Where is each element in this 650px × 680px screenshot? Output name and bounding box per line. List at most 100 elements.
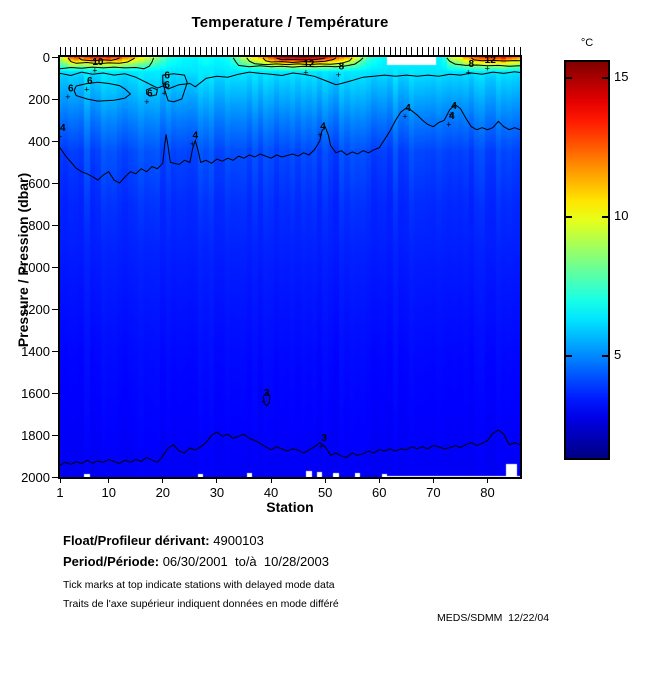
x-tick	[270, 477, 272, 483]
x-tick	[162, 477, 164, 483]
y-tick	[52, 140, 58, 142]
x-axis-label: Station	[266, 499, 314, 515]
x-tick	[108, 477, 110, 483]
y-tick	[52, 98, 58, 100]
delayed-mode-tick	[102, 47, 104, 55]
x-tick-label: 50	[317, 485, 333, 500]
y-tick	[52, 224, 58, 226]
delayed-mode-tick	[221, 47, 223, 55]
note-english: Tick marks at top indicate stations with…	[63, 579, 335, 591]
isotherm-surface	[232, 57, 364, 68]
x-tick-label: 70	[426, 485, 441, 500]
delayed-mode-tick	[189, 47, 191, 55]
contour-label: 4	[60, 123, 66, 134]
isotherm-6-loop	[162, 73, 188, 103]
delayed-mode-tick	[346, 47, 348, 55]
y-axis-label: Pressure / Pression (dbar)	[15, 172, 31, 348]
delayed-mode-tick	[324, 47, 326, 55]
delayed-mode-tick	[211, 47, 213, 55]
y-tick-label: 1000	[21, 260, 50, 275]
delayed-mode-tick	[286, 47, 288, 55]
delayed-mode-tick	[519, 47, 521, 55]
x-tick-label: 80	[480, 485, 495, 500]
x-tick-label: 60	[372, 485, 387, 500]
delayed-mode-tick	[405, 47, 407, 55]
colorbar	[564, 60, 610, 460]
delayed-mode-tick	[367, 47, 369, 55]
delayed-mode-tick	[432, 47, 434, 55]
delayed-mode-tick	[470, 47, 472, 55]
delayed-mode-tick	[373, 47, 375, 55]
colorbar-tick	[602, 355, 608, 358]
isotherm-surface	[470, 57, 520, 62]
contour-label-marker: +	[317, 130, 322, 140]
y-tick-label: 1200	[21, 302, 50, 317]
contour-label: 3	[321, 433, 327, 444]
delayed-mode-tick	[167, 47, 169, 55]
colorbar-tick	[602, 216, 608, 219]
contour-label-marker: +	[446, 119, 451, 129]
delayed-mode-tick	[259, 47, 261, 55]
x-tick	[324, 477, 326, 483]
contour-label: 6	[87, 76, 93, 87]
contour-label-marker: +	[448, 110, 453, 120]
chart-title: Temperature / Température	[191, 14, 389, 31]
delayed-mode-tick	[238, 47, 240, 55]
delayed-mode-tick	[248, 47, 250, 55]
delayed-mode-tick	[503, 47, 505, 55]
period-label: Period/Période:	[63, 554, 160, 569]
delayed-mode-tick	[422, 47, 424, 55]
y-tick-label: 1600	[21, 386, 50, 401]
x-tick	[432, 477, 434, 483]
delayed-mode-tick	[243, 47, 245, 55]
temperature-heatmap	[60, 57, 520, 477]
delayed-mode-tick	[124, 47, 126, 55]
y-tick-label: 0	[42, 50, 50, 65]
delayed-mode-tick	[146, 47, 148, 55]
colorbar-unit-label: °C	[580, 37, 594, 49]
x-tick-label: 40	[263, 485, 279, 500]
delayed-mode-tick	[135, 47, 137, 55]
contour-label-marker: +	[485, 64, 490, 74]
contour-label: 10	[92, 57, 104, 68]
y-tick	[52, 266, 58, 268]
colorbar-tick-label: 5	[614, 347, 622, 363]
note-french: Traits de l'axe supérieur indiquent donn…	[63, 598, 339, 610]
isotherm-6-loop	[73, 81, 132, 102]
contour-label: 4	[320, 121, 326, 132]
contour-label: 4	[451, 101, 457, 112]
delayed-mode-tick	[303, 47, 305, 55]
delayed-mode-tick	[384, 47, 386, 55]
delayed-mode-tick	[508, 47, 510, 55]
delayed-mode-tick	[194, 47, 196, 55]
delayed-mode-tick	[476, 47, 478, 55]
colorbar-tick	[566, 77, 572, 80]
delayed-mode-tick	[205, 47, 207, 55]
contour-label: 4	[193, 131, 199, 142]
colorbar-tick	[602, 77, 608, 80]
isotherm-surface	[276, 57, 326, 61]
y-tick	[52, 308, 58, 310]
y-tick-label: 200	[28, 92, 50, 107]
delayed-mode-tick	[514, 47, 516, 55]
y-tick	[52, 350, 58, 352]
contour-label: 6	[164, 80, 170, 91]
delayed-mode-tick	[216, 47, 218, 55]
delayed-mode-tick	[313, 47, 315, 55]
y-tick-label: 400	[28, 134, 50, 149]
contour-overlay: 6+6+6+6+6+10+12+8+8+12+4+4+4+4+4+4+3+3+	[60, 57, 520, 466]
delayed-mode-tick	[438, 47, 440, 55]
isotherm-surface	[60, 57, 155, 70]
contour-label-marker: +	[84, 85, 89, 95]
y-tick	[52, 434, 58, 436]
contour-label-marker: +	[162, 88, 167, 98]
delayed-mode-tick	[351, 47, 353, 55]
credit-stamp: MEDS/SDMM 12/22/04	[437, 612, 550, 624]
colorbar-tick	[566, 355, 572, 358]
delayed-mode-tick	[481, 47, 483, 55]
delayed-mode-tick	[91, 47, 93, 55]
delayed-mode-tick	[427, 47, 429, 55]
isotherm-surface	[262, 57, 337, 64]
delayed-mode-tick	[492, 47, 494, 55]
